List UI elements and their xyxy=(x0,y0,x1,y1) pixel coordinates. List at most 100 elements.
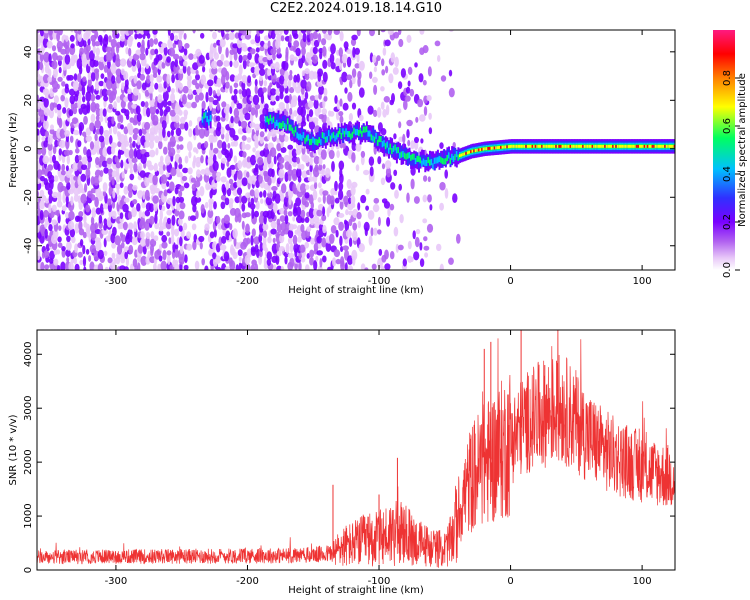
spectrogram-cell xyxy=(321,38,327,46)
spectrogram-cell xyxy=(271,186,278,191)
spectrogram-ridge-cell xyxy=(471,149,474,153)
spectrogram-cell xyxy=(238,256,242,263)
spectrogram-cell xyxy=(39,189,45,198)
spectrogram-cell xyxy=(262,223,269,231)
spectrogram-cell xyxy=(195,69,199,76)
spectrogram-ridge-cell xyxy=(266,116,269,123)
spectrogram-cell xyxy=(295,47,301,57)
spectrogram-cell xyxy=(124,251,129,260)
spectrogram-cell xyxy=(85,167,91,179)
spectrogram-cell xyxy=(247,52,252,61)
spectrogram-cell xyxy=(402,258,407,267)
spectrogram-cell xyxy=(82,231,87,239)
spectrogram-cell xyxy=(172,195,176,207)
spectrogram-cell xyxy=(210,141,213,151)
spectrogram-cell xyxy=(70,196,74,206)
spectrogram-cell xyxy=(373,227,378,236)
spectrogram-cell xyxy=(283,79,288,89)
spectrogram-ridge-cell xyxy=(373,136,376,143)
spectrogram-cell xyxy=(186,243,193,251)
spectrogram-cell xyxy=(254,53,260,64)
spectrogram-cell xyxy=(200,32,205,39)
spectrogram-cell xyxy=(64,83,69,89)
spectrogram-cell xyxy=(37,30,41,34)
spectrogram-cell xyxy=(57,242,63,248)
spectrogram-cell xyxy=(236,187,243,196)
spectrogram-cell xyxy=(329,53,335,64)
spectrogram-cell xyxy=(344,87,348,94)
spectrogram-cell xyxy=(300,216,305,223)
spectrogram-cell xyxy=(423,245,430,251)
spectrogram-cell xyxy=(43,178,48,186)
spectrogram-cell xyxy=(278,156,285,164)
spectrogram-cell xyxy=(409,88,415,97)
spectrogram-cell xyxy=(43,30,50,34)
spectrogram-ridge-cell xyxy=(310,132,313,143)
spectrogram-ridge-cell xyxy=(583,144,586,148)
spectrogram-cell xyxy=(419,258,425,267)
spectrogram-cell xyxy=(266,68,271,77)
spectrogram-ridge-cell xyxy=(277,122,280,129)
spectrogram-cell xyxy=(95,240,102,251)
spectrogram-cell xyxy=(161,61,166,69)
spectrogram-ridge-cell xyxy=(670,144,673,148)
spectrogram-cell xyxy=(216,89,221,97)
spectrogram-ridge-cell xyxy=(343,130,346,137)
spectrogram-cell xyxy=(232,228,238,239)
spectrogram-ridge-cell xyxy=(549,144,551,148)
spectrogram-cell xyxy=(90,113,96,123)
spectrogram-ridge-cell xyxy=(436,157,439,164)
spectrogram-cell xyxy=(102,30,107,33)
spectrogram-ridge-cell xyxy=(395,146,398,164)
spectrogram-cell xyxy=(140,238,147,247)
spectrogram-cell xyxy=(328,149,335,160)
spectrogram-cell xyxy=(145,63,149,69)
spectrogram-ridge-cell xyxy=(388,140,390,151)
spectrogram-cell xyxy=(418,73,424,83)
spectrogram-ridge-cell xyxy=(444,158,447,165)
spectrogram-cell xyxy=(195,74,200,81)
spectrogram-ridge-cell xyxy=(514,144,517,148)
spectrogram-cell xyxy=(317,203,324,211)
spectrogram-cell xyxy=(116,96,121,103)
spectrogram-cell xyxy=(234,196,241,204)
spectrogram-cell xyxy=(144,209,151,217)
spectrogram-cell xyxy=(274,61,280,71)
spectrogram-ridge-cell xyxy=(665,144,668,148)
spectrogram-cell xyxy=(247,75,252,84)
spectrogram-cell xyxy=(128,136,132,144)
spectrogram-cell xyxy=(369,166,374,177)
spectrogram-cell xyxy=(313,39,320,48)
spectrogram-cell xyxy=(110,142,118,149)
spectrogram-cell xyxy=(159,155,164,163)
colorbar-label: Normalized spectral amplitude xyxy=(737,73,748,227)
spectrogram-cell xyxy=(254,163,259,173)
spectrogram-ridge-cell xyxy=(485,147,488,151)
spectrogram-cell xyxy=(77,175,82,186)
spectrogram-cell xyxy=(276,218,281,226)
spectrogram-cell xyxy=(250,66,256,74)
spectrogram-ridge-cell xyxy=(384,143,387,150)
spectrogram-cell xyxy=(274,193,281,204)
spectrogram-cell xyxy=(315,255,319,262)
spectrogram-cell xyxy=(160,174,168,184)
spectrogram-cell xyxy=(313,155,320,165)
spectrogram-cell xyxy=(170,32,175,41)
spectrogram-cell xyxy=(70,30,74,33)
spectrogram-ridge-cell xyxy=(268,118,270,125)
spectrogram-cell xyxy=(254,123,261,131)
spectrogram-cell xyxy=(322,59,328,69)
spectrogram-ridge-cell xyxy=(560,144,562,148)
spectrogram-cell xyxy=(199,186,205,197)
spectrogram-cell xyxy=(167,30,171,36)
spectrogram-ridge xyxy=(201,108,675,173)
spectrogram-cell xyxy=(213,201,217,210)
spectrogram-cell xyxy=(402,133,406,144)
spectrogram-cell xyxy=(211,66,218,75)
spectrogram-ridge-cell xyxy=(528,144,531,148)
spectrogram-cell xyxy=(241,177,248,187)
spectrogram-ridge-cell xyxy=(264,116,267,123)
spectrogram-cell xyxy=(116,244,123,255)
spectrogram-cell xyxy=(220,176,227,183)
spectrogram-cell xyxy=(372,109,378,117)
